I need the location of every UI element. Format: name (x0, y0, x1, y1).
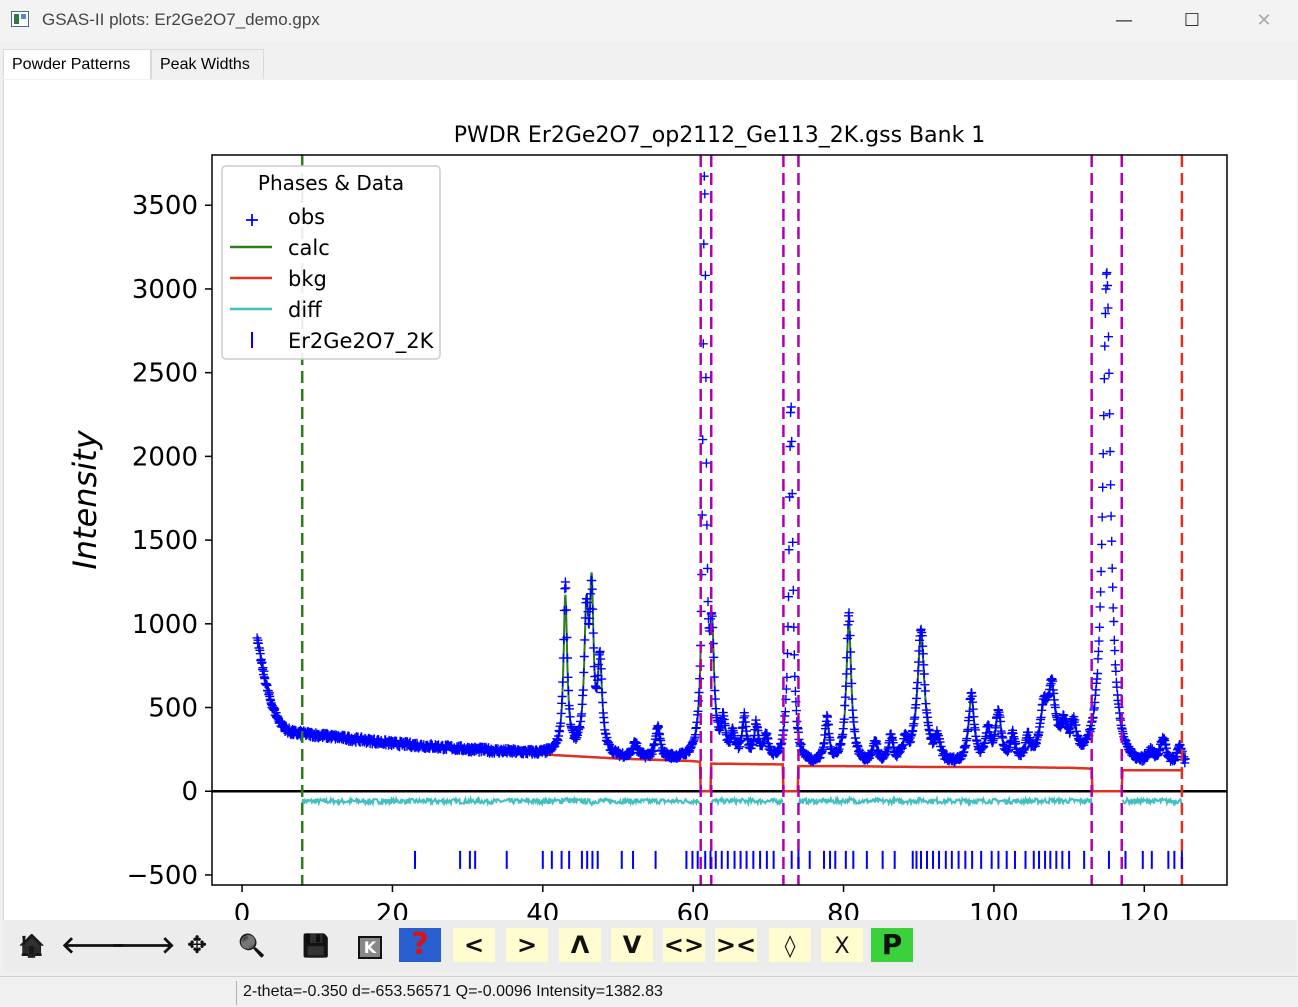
status-bar: 2-theta=-0.350 d=-653.56571 Q=-0.0096 In… (0, 976, 1298, 1007)
axes-frame (211, 154, 1228, 886)
x-tick-label: 100 (969, 899, 1019, 920)
background-curve (302, 732, 1182, 793)
shift-left-icon: < (463, 931, 485, 959)
legend-label: obs (288, 205, 325, 229)
plot-toolbar: 🏠 🡐 🡒 ✥ 🔍 💾 K? < > Λ V <> >< ◊ X P (3, 920, 1296, 972)
x-tick-label: 40 (526, 899, 559, 920)
legend-label: diff (288, 298, 322, 322)
y-tick-label: 1000 (132, 610, 198, 640)
status-separator (236, 981, 237, 1005)
y-tick-label: 3000 (132, 275, 198, 305)
publish-icon: P (881, 928, 903, 961)
save-button[interactable]: 💾 (295, 928, 337, 962)
x-tick-label: 120 (1119, 899, 1169, 920)
y-tick-label: 1500 (132, 526, 198, 556)
save-icon: 💾 (302, 934, 330, 959)
expand-y-icon: ◊ (784, 934, 796, 959)
shrink-x-icon: >< (715, 931, 757, 959)
maximize-button[interactable]: ☐ (1183, 10, 1201, 31)
zoom-button[interactable]: 🔍 (231, 928, 273, 962)
plot-tabs: Powder Patterns Peak Widths (0, 42, 1298, 80)
close-button[interactable]: ✕ (1256, 10, 1272, 31)
expand-y-button[interactable]: ◊ (769, 928, 811, 962)
y-tick-label: 3500 (132, 191, 198, 221)
shift-up-button[interactable]: Λ (559, 928, 601, 962)
tab-peak-widths[interactable]: Peak Widths (151, 49, 264, 79)
back-arrow-icon: 🡐 (61, 931, 126, 959)
home-button[interactable]: 🏠 (11, 928, 53, 962)
legend-label: Er2Ge2O7_2K (288, 329, 435, 354)
back-arrow-button[interactable]: 🡐 (61, 928, 125, 962)
legend-label: calc (288, 236, 330, 260)
expand-x-icon: <> (663, 931, 705, 959)
minimize-button[interactable]: — (1115, 10, 1133, 31)
x-tick-label: 20 (376, 899, 409, 920)
pan-icon: ✥ (186, 931, 208, 959)
app-icon (11, 11, 29, 27)
y-tick-label: 2000 (132, 442, 198, 472)
legend-title: Phases & Data (258, 171, 404, 195)
publish-button[interactable]: P (871, 928, 913, 962)
window-title: GSAS-II plots: Er2Ge2O7_demo.gpx (42, 10, 320, 29)
x-tick-label: 80 (827, 899, 860, 920)
forward-arrow-icon: 🡒 (111, 931, 176, 959)
diff-curve (301, 794, 1183, 808)
y-tick-label: 500 (148, 694, 198, 724)
plot-data-layer (212, 155, 1227, 885)
shrink-y-icon: X (834, 934, 850, 959)
y-tick-label: 2500 (132, 359, 198, 389)
home-icon: 🏠 (18, 934, 46, 959)
tab-powder-patterns[interactable]: Powder Patterns (3, 49, 151, 79)
y-tick-label: 0 (181, 777, 198, 807)
forward-arrow-button[interactable]: 🡒 (111, 928, 175, 962)
window-titlebar: GSAS-II plots: Er2Ge2O7_demo.gpx — ☐ ✕ (0, 0, 1298, 42)
observed-points (252, 171, 1190, 768)
zoom-icon: 🔍 (238, 934, 266, 959)
expand-x-button[interactable]: <> (663, 928, 705, 962)
legend-label: bkg (288, 267, 327, 291)
shift-right-icon: > (516, 931, 538, 959)
keyboard-icon: K (357, 936, 383, 959)
cursor-readout: 2-theta=-0.350 d=-653.56571 Q=-0.0096 In… (243, 983, 663, 1000)
x-tick-label: 0 (234, 899, 251, 920)
x-tick-label: 60 (677, 899, 710, 920)
plot-canvas[interactable]: 0 20 40 60 80 100 120 −500 0 500 1000 1500 2000 2500 3… (3, 80, 1297, 920)
shift-right-button[interactable]: > (506, 928, 548, 962)
y-axis-label: Intensity (66, 429, 104, 569)
legend-obs-marker (246, 214, 258, 226)
help-icon: ? (411, 927, 429, 962)
help-button[interactable]: ? (399, 928, 441, 962)
pan-button[interactable]: ✥ (176, 928, 218, 962)
shift-down-button[interactable]: V (611, 928, 653, 962)
keyboard-button[interactable]: K (349, 928, 391, 962)
shrink-y-button[interactable]: X (821, 928, 863, 962)
shrink-x-button[interactable]: >< (715, 928, 757, 962)
powder-pattern-plot[interactable]: 0 20 40 60 80 100 120 −500 0 500 1000 1500 2000 2500 3… (4, 80, 1297, 920)
shift-left-button[interactable]: < (453, 928, 495, 962)
chart-title: PWDR Er2Ge2O7_op2112_Ge113_2K.gss Bank 1 (454, 123, 986, 148)
shift-down-icon: V (622, 931, 642, 959)
y-tick-label: −500 (127, 861, 198, 891)
shift-up-icon: Λ (570, 931, 590, 959)
legend-box (221, 165, 441, 360)
